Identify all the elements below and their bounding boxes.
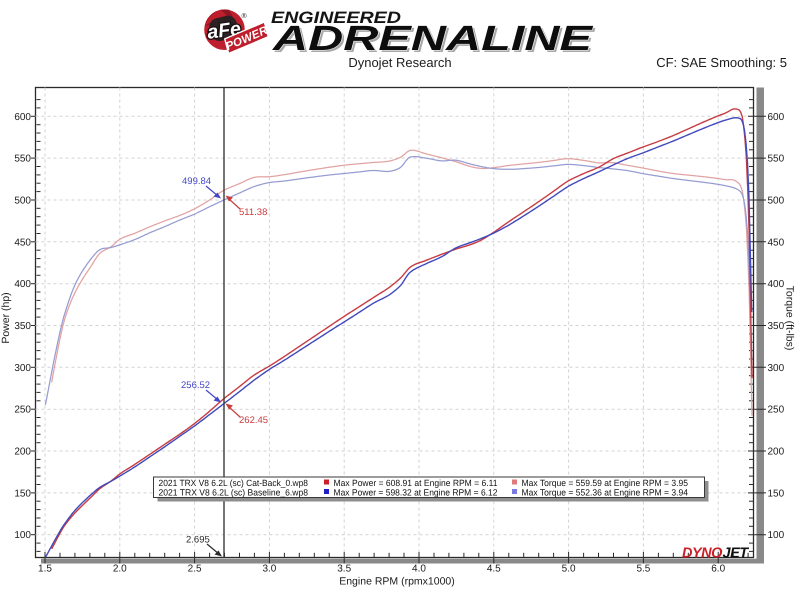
svg-text:256.52: 256.52 [181, 380, 210, 391]
svg-text:200: 200 [14, 447, 31, 458]
svg-text:2.5: 2.5 [188, 564, 202, 575]
svg-text:ADRENALINE: ADRENALINE [274, 21, 597, 60]
svg-text:600: 600 [768, 112, 785, 123]
svg-text:Max Power = 598.32 at Engine R: Max Power = 598.32 at Engine RPM = 6.12 [334, 488, 498, 498]
svg-text:CF: SAE Smoothing: 5: CF: SAE Smoothing: 5 [656, 55, 787, 70]
svg-text:Engine RPM (rpmx1000): Engine RPM (rpmx1000) [339, 576, 455, 588]
svg-text:3.0: 3.0 [262, 564, 276, 575]
svg-text:5.5: 5.5 [636, 564, 650, 575]
svg-text:5.0: 5.0 [562, 564, 576, 575]
svg-text:150: 150 [768, 488, 785, 499]
svg-text:100: 100 [768, 530, 785, 541]
svg-text:250: 250 [14, 405, 31, 416]
svg-text:4.5: 4.5 [487, 564, 501, 575]
svg-text:600: 600 [14, 112, 31, 123]
svg-text:Max Power = 608.91 at Engine R: Max Power = 608.91 at Engine RPM = 6.11 [334, 478, 498, 488]
svg-text:350: 350 [768, 321, 785, 332]
svg-text:ADRENALINE: ADRENALINE [272, 19, 595, 58]
svg-text:1.5: 1.5 [38, 564, 52, 575]
svg-text:300: 300 [14, 363, 31, 374]
svg-text:250: 250 [768, 405, 785, 416]
svg-text:550: 550 [14, 154, 31, 165]
svg-text:450: 450 [14, 237, 31, 248]
svg-text:3.5: 3.5 [337, 564, 351, 575]
svg-text:Torque (ft-lbs): Torque (ft-lbs) [784, 286, 796, 351]
svg-text:300: 300 [768, 363, 785, 374]
svg-text:200: 200 [768, 447, 785, 458]
svg-text:6.0: 6.0 [711, 564, 725, 575]
svg-text:262.45: 262.45 [239, 415, 268, 426]
svg-text:450: 450 [768, 237, 785, 248]
svg-text:Dynojet Research: Dynojet Research [348, 55, 451, 70]
svg-text:DYNO: DYNO [682, 546, 723, 562]
svg-text:JET: JET [723, 546, 750, 562]
svg-text:Power (hp): Power (hp) [0, 292, 12, 343]
svg-text:Max Torque = 559.59 at Engine: Max Torque = 559.59 at Engine RPM = 3.95 [522, 478, 689, 488]
svg-text:ENGINEERED: ENGINEERED [271, 9, 401, 27]
svg-text:150: 150 [14, 488, 31, 499]
svg-text:2.0: 2.0 [113, 564, 127, 575]
svg-text:500: 500 [14, 196, 31, 207]
svg-text:499.84: 499.84 [182, 176, 211, 187]
svg-text:4.0: 4.0 [412, 564, 426, 575]
svg-text:®: ® [242, 13, 248, 20]
svg-text:2021 TRX V8 6.2L (sc) Cat-Back: 2021 TRX V8 6.2L (sc) Cat-Back_0.wp8 [159, 478, 309, 488]
svg-text:400: 400 [768, 279, 785, 290]
svg-text:500: 500 [768, 196, 785, 207]
svg-text:2.695: 2.695 [186, 535, 210, 546]
svg-text:2021 TRX V8 6.2L (sc) Baseline: 2021 TRX V8 6.2L (sc) Baseline_6.wp8 [159, 488, 309, 498]
svg-text:100: 100 [14, 530, 31, 541]
svg-text:Max Torque = 552.36 at Engine: Max Torque = 552.36 at Engine RPM = 3.94 [522, 488, 689, 498]
svg-text:550: 550 [768, 154, 785, 165]
svg-text:400: 400 [14, 279, 31, 290]
svg-text:350: 350 [14, 321, 31, 332]
svg-text:511.38: 511.38 [239, 207, 267, 218]
